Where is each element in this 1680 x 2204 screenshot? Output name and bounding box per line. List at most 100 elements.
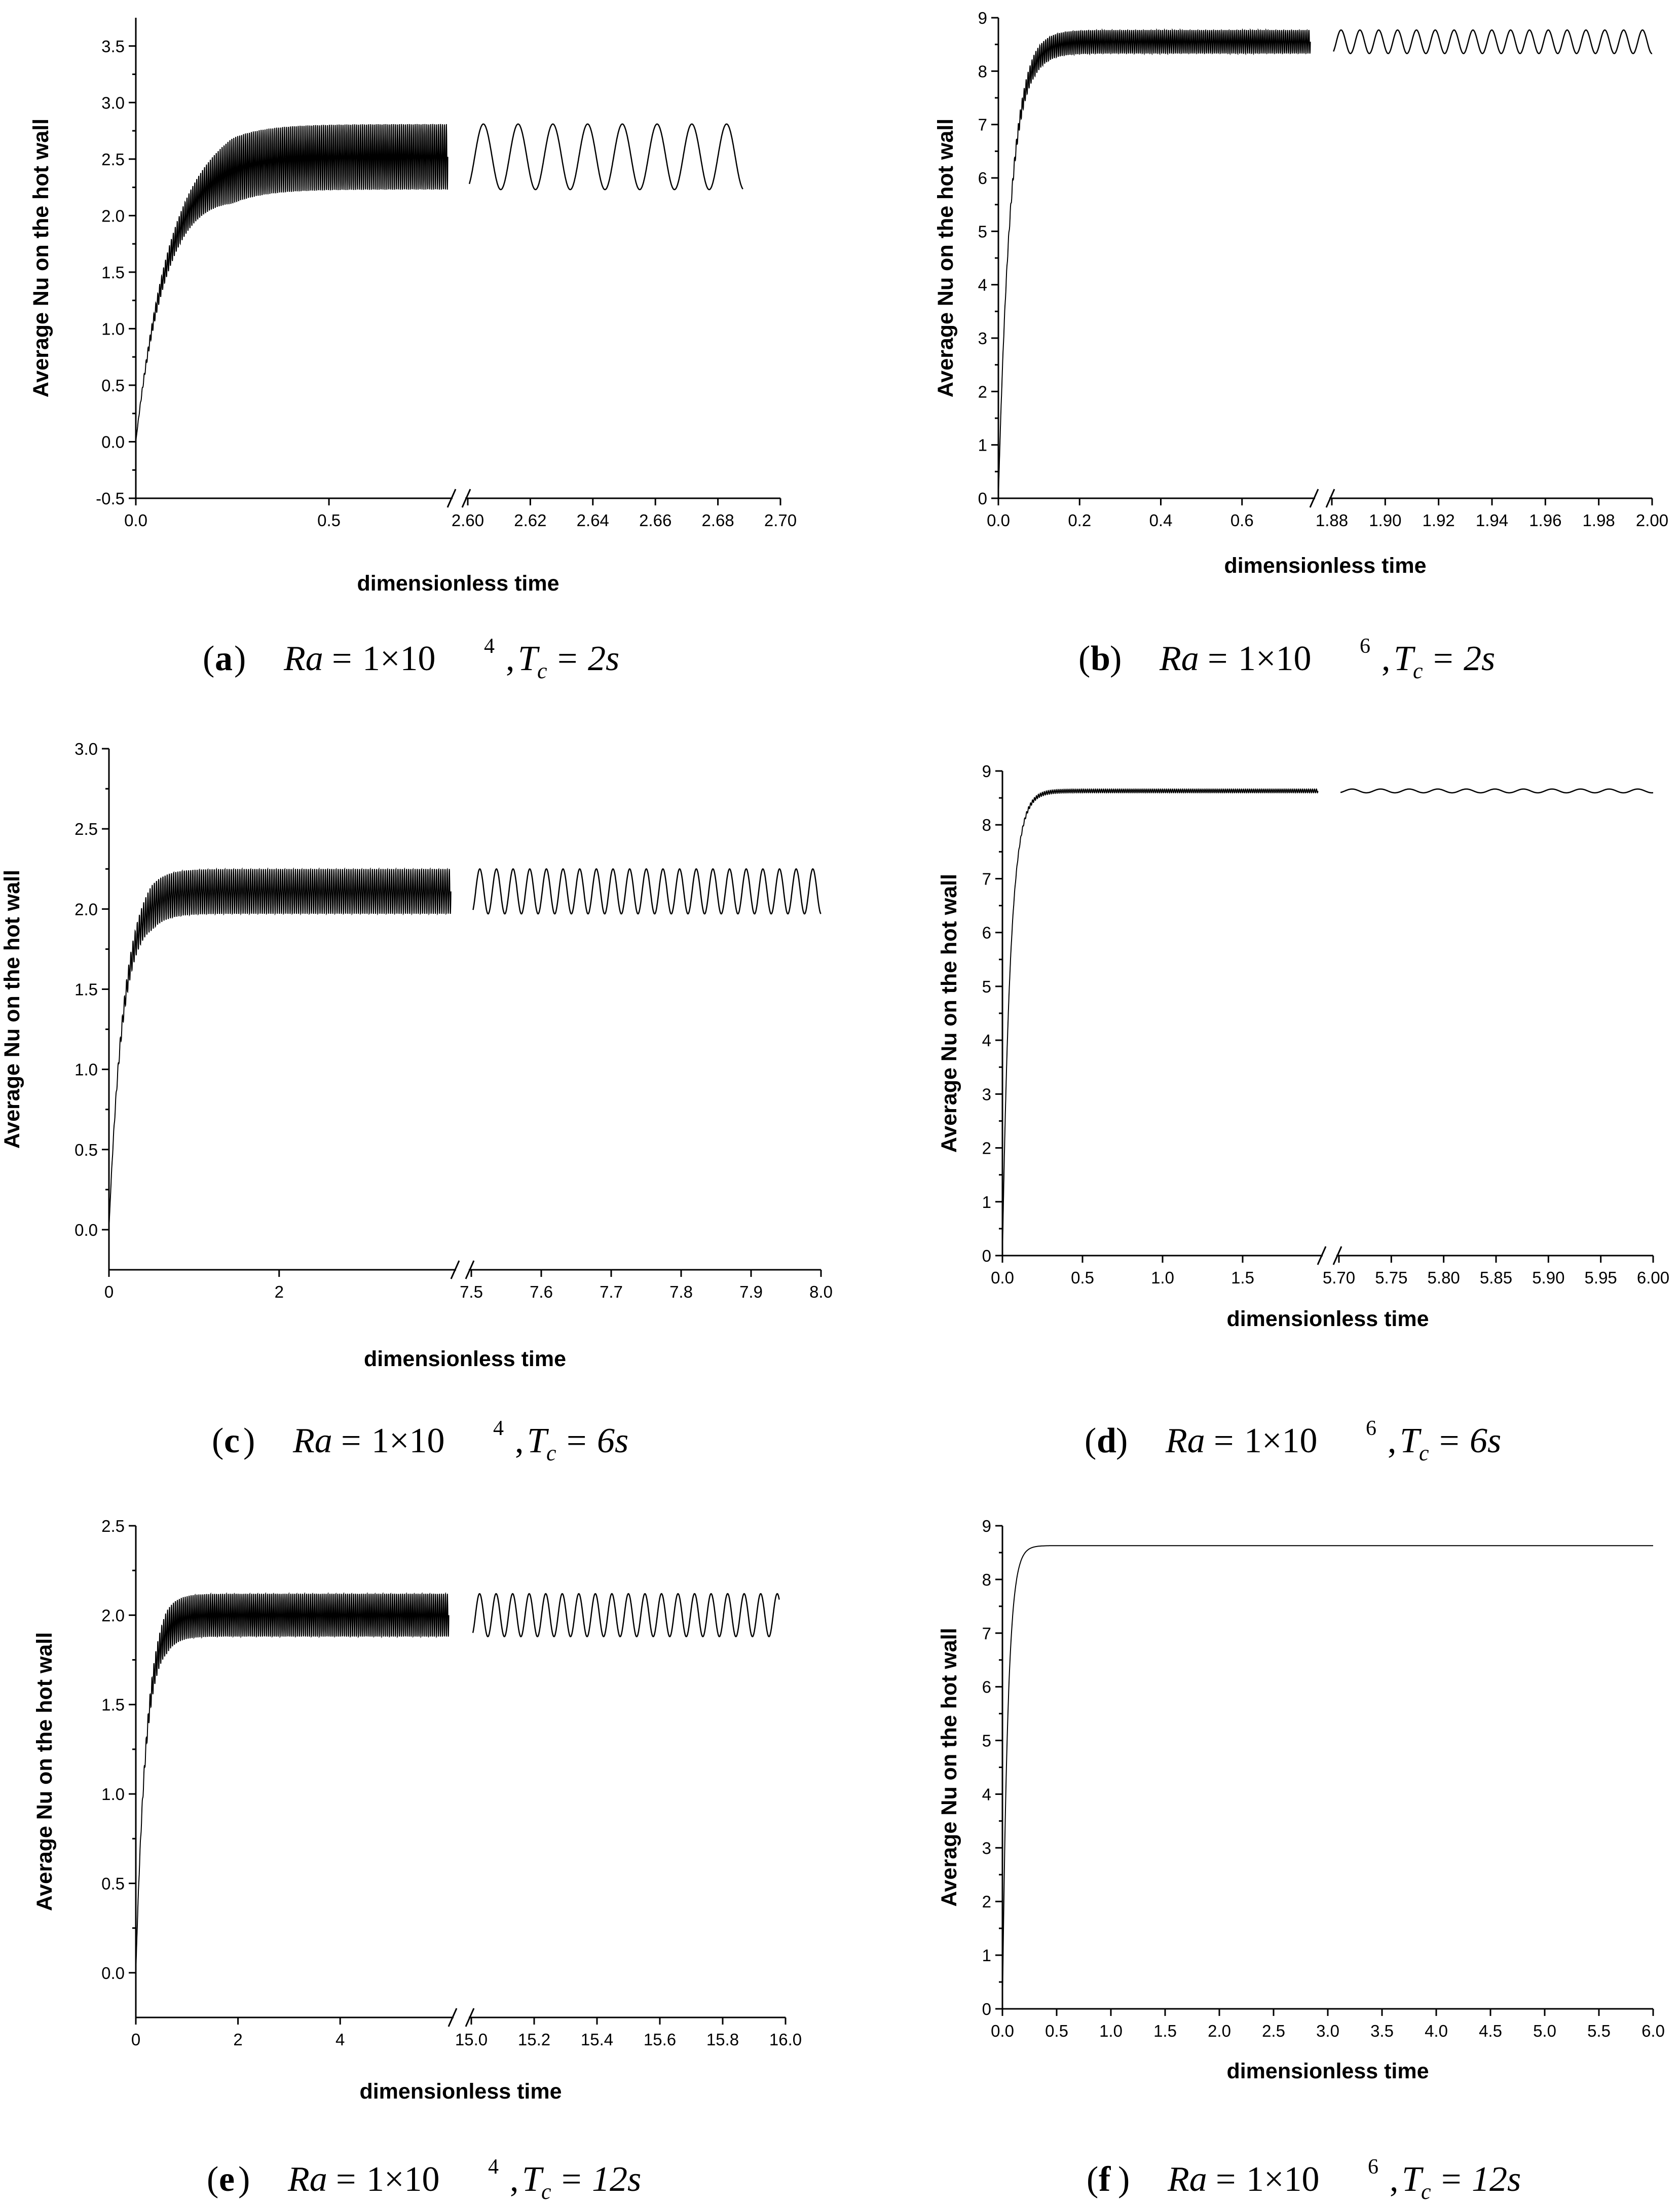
- caption-ra-exponent: 4: [488, 2155, 499, 2179]
- y-tick-label: 3.0: [101, 93, 125, 112]
- y-tick-label: 2.5: [101, 1517, 125, 1535]
- caption-paren: (: [1078, 639, 1090, 678]
- x-tick-label: 7.7: [600, 1282, 623, 1301]
- caption-ra: Ra: [283, 639, 323, 678]
- caption-paren: (: [1087, 2160, 1098, 2199]
- series-segment-1: [1002, 1545, 1653, 2009]
- x-tick-label: 8.0: [809, 1282, 833, 1301]
- x-tick-label: 5.70: [1323, 1268, 1355, 1287]
- caption-equals: =: [332, 639, 352, 678]
- y-tick-label: 1.5: [101, 263, 125, 282]
- x-axis-title: dimensionless time: [1226, 2059, 1429, 2083]
- axis-break-mark: [1309, 489, 1335, 508]
- x-tick-label: 7.8: [669, 1282, 693, 1301]
- caption-tc-subscript: c: [1413, 658, 1423, 683]
- caption-paren: ): [234, 639, 246, 678]
- caption-tc: T: [1394, 639, 1416, 678]
- y-tick-label: 8: [978, 62, 987, 81]
- series-segment-1: [1002, 788, 1319, 1256]
- y-tick-label: 7: [978, 116, 987, 134]
- x-axis-title: dimensionless time: [364, 1347, 566, 1371]
- y-tick-label: 1.0: [101, 319, 125, 338]
- x-tick-label: 0.0: [991, 1268, 1014, 1287]
- y-tick-label: 5: [982, 977, 991, 996]
- x-axis-title: dimensionless time: [359, 2079, 562, 2104]
- caption-ra: Ra: [1159, 639, 1199, 678]
- axis-break-slash: [447, 2008, 458, 2027]
- x-tick-label: 1.98: [1583, 511, 1615, 530]
- y-tick-label: 3: [978, 329, 987, 348]
- axes: [995, 770, 1654, 1265]
- axis-break-mark: [1317, 1246, 1342, 1265]
- caption-equals: =: [1208, 639, 1227, 678]
- caption-ra-base: 1×10: [1238, 639, 1311, 678]
- axes: [102, 748, 822, 1279]
- x-tick-label: 5.85: [1480, 1268, 1512, 1287]
- x-tick-label: 3.5: [1370, 2022, 1394, 2040]
- y-tick-label: 1: [982, 1946, 991, 1965]
- axis-break-slash: [461, 489, 471, 508]
- axis-break-slash: [1332, 1246, 1342, 1265]
- y-axis-title: Average Nu on the hot wall: [937, 874, 961, 1153]
- y-tick-label: 1.5: [74, 980, 98, 999]
- x-tick-label: 5.5: [1587, 2022, 1611, 2040]
- series-segment-2: [1333, 29, 1653, 54]
- axis-break-slash: [465, 1260, 475, 1279]
- y-tick-label: 0.5: [74, 1141, 98, 1159]
- x-tick-label: 15.6: [644, 2030, 676, 2049]
- y-tick-label: 3.0: [74, 740, 98, 758]
- x-tick-label: 1.96: [1529, 511, 1561, 530]
- y-tick-label: 8: [982, 816, 991, 834]
- chart-panel-a: -0.5 0.0 0.5 1.0 1.5 2.0 2.5 3.0 3.5 0.0 0.5 2.60 2.…: [29, 18, 797, 683]
- x-tick-label: 7.6: [530, 1282, 553, 1301]
- caption-letter: c: [224, 1421, 240, 1460]
- caption-ra-exponent: 6: [1360, 635, 1370, 658]
- x-tick-label: 1.88: [1316, 511, 1348, 530]
- series-segment-1: [108, 867, 452, 1230]
- y-tick-label: 2.0: [101, 206, 125, 225]
- y-tick-label: 1: [982, 1193, 991, 1211]
- axis-break-mark: [446, 489, 471, 508]
- y-tick-label: 6: [982, 1678, 991, 1697]
- y-axis-title: Average Nu on the hot wall: [0, 870, 24, 1149]
- y-axis-title: Average Nu on the hot wall: [32, 1632, 57, 1911]
- caption-paren: ): [243, 1421, 255, 1460]
- y-tick-label: 4: [982, 1785, 991, 1804]
- x-tick-label: 1.5: [1231, 1268, 1254, 1287]
- series-segment-1: [135, 124, 449, 442]
- x-tick-label: 15.0: [455, 2030, 488, 2049]
- x-tick-label: 2.60: [452, 511, 484, 530]
- axis-break-slash: [465, 2008, 475, 2027]
- x-tick-label: 2.62: [514, 511, 546, 530]
- axis-break-slash: [446, 489, 457, 508]
- caption-ra-exponent: 6: [1366, 1417, 1376, 1440]
- y-tick-label: 0.0: [101, 1964, 125, 1982]
- caption-letter: a: [215, 639, 233, 678]
- x-tick-label: 0.0: [991, 2022, 1014, 2040]
- y-tick-label: 3: [982, 1839, 991, 1857]
- x-tick-label: 6.0: [1641, 2022, 1665, 2040]
- caption-letter: b: [1091, 639, 1110, 678]
- caption-paren: ): [1118, 2160, 1130, 2199]
- x-tick-label: 15.8: [706, 2030, 739, 2049]
- y-axis-title: Average Nu on the hot wall: [29, 119, 53, 397]
- y-tick-label: 0.5: [101, 1874, 125, 1893]
- y-tick-label: 1.0: [101, 1785, 125, 1804]
- x-tick-label: 1.90: [1369, 511, 1401, 530]
- x-axis-title: dimensionless time: [357, 571, 559, 596]
- x-tick-label: 2.66: [639, 511, 671, 530]
- caption-comma: ,: [510, 2160, 519, 2199]
- x-tick-label: 5.0: [1533, 2022, 1556, 2040]
- caption-ra-base: 1×10: [1246, 2160, 1319, 2199]
- x-tick-label: 0.5: [1071, 1268, 1094, 1287]
- x-tick-label: 0.2: [1068, 511, 1091, 530]
- caption-paren: ): [1110, 639, 1122, 678]
- y-tick-label: 5: [978, 222, 987, 241]
- series-line: [1002, 788, 1653, 1256]
- x-tick-label: 2: [275, 1282, 284, 1301]
- y-tick-label: 4: [978, 276, 987, 295]
- caption-equals: =: [341, 1421, 361, 1460]
- axes: [129, 18, 781, 508]
